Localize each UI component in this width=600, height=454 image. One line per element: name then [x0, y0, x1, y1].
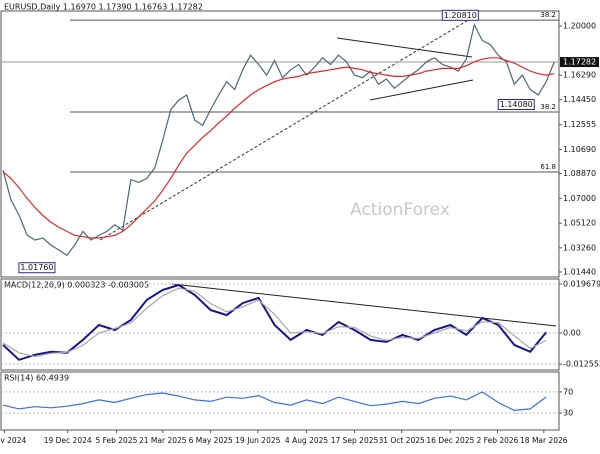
x-tick-label: 2 Feb 2026 [477, 436, 519, 445]
annotation-label: 1.20810 [444, 11, 477, 20]
fib-label: 38.2 [540, 11, 556, 19]
macd-panel [0, 278, 560, 371]
annotation-box [441, 9, 479, 21]
x-tick-label: 16 Dec 2025 [426, 436, 474, 445]
series-line [2, 57, 555, 239]
annotation-label: 1.01760 [20, 263, 53, 272]
x-tick-label: 17 Sep 2025 [331, 436, 379, 445]
y-tick-label: 1.16290 [563, 71, 596, 80]
y-tick-label: 1.05120 [563, 219, 596, 228]
y-tick-label: -0.012552 [563, 360, 600, 369]
chart-title: EURUSD,Daily 1.16970 1.17390 1.16763 1.1… [4, 3, 203, 12]
x-tick-label: 19 Jun 2025 [235, 436, 280, 445]
x-tick-label: 5 Feb 2025 [95, 436, 137, 445]
annotation-box [497, 98, 535, 110]
y-tick-label: 1.10690 [563, 145, 596, 154]
annotation-label: 1.14080 [500, 100, 533, 109]
price-panel [0, 10, 560, 278]
rsi-title: RSI(14) 60.4939 [4, 374, 69, 383]
x-tick-label: 19 Dec 2024 [44, 436, 92, 445]
last-price-label: 1.17282 [563, 58, 596, 67]
x-tick-label: 31 Oct 2025 [378, 436, 425, 445]
y-tick-label: 1.20000 [563, 22, 596, 31]
y-tick-label: 1.01440 [563, 267, 596, 276]
rsi-panel [0, 371, 560, 431]
y-tick-label: 1.12555 [563, 120, 596, 129]
y-tick-label: 1.07000 [563, 194, 596, 203]
macd-trend-line [171, 283, 557, 327]
x-tick-label: 6 May 2025 [189, 436, 233, 445]
watermark: ActionForex [350, 200, 450, 220]
series-line [2, 391, 547, 412]
trend-line [99, 15, 476, 241]
last-price-box [560, 57, 599, 68]
x-tick-label: 5 Nov 2024 [0, 436, 26, 445]
x-tick-label: 18 Mar 2026 [520, 436, 568, 445]
y-tick-label: 70 [563, 387, 573, 396]
y-tick-label: 30 [563, 409, 573, 418]
y-tick-label: 1.08870 [563, 169, 596, 178]
fib-label: 61.8 [540, 163, 556, 171]
annotation-box [18, 262, 56, 274]
series-line [2, 287, 547, 358]
x-tick-label: 21 Mar 2025 [139, 436, 187, 445]
fib-label: 38.2 [540, 103, 556, 111]
y-tick-label: 0.019679 [563, 280, 600, 289]
y-tick-label: 1.03260 [563, 243, 596, 252]
channel-line [336, 37, 473, 58]
y-tick-label: 1.14450 [563, 95, 596, 104]
x-tick-label: 4 Aug 2025 [285, 436, 328, 445]
y-tick-label: 0.00 [563, 328, 581, 337]
channel-line [369, 79, 474, 101]
macd-title: MACD(12,26,9) 0.000323 -0.003005 [4, 281, 149, 290]
